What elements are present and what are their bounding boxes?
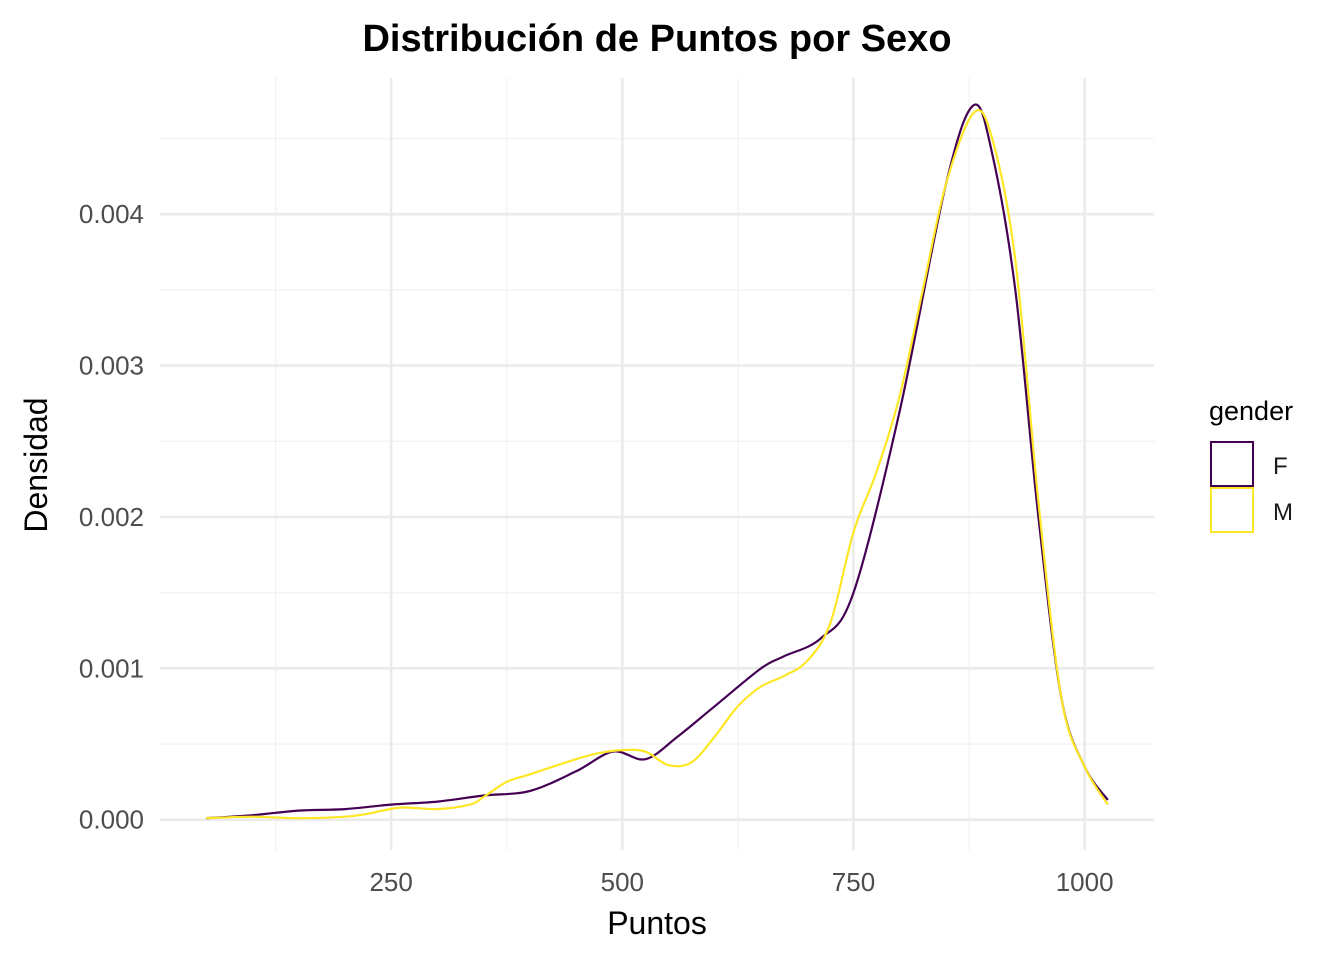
x-tick-label: 250 [369, 867, 412, 897]
y-tick-label: 0.001 [79, 653, 144, 683]
x-tick-label: 1000 [1056, 867, 1114, 897]
legend-key-M [1210, 487, 1254, 533]
series-line-M [206, 109, 1109, 820]
x-tick-label: 750 [832, 867, 875, 897]
series-line-F [206, 103, 1109, 820]
y-axis-title: Densidad [18, 397, 54, 532]
chart-title: Distribución de Puntos por Sexo [362, 18, 951, 60]
x-axis-title: Puntos [607, 905, 707, 941]
legend-label-M: M [1273, 499, 1293, 526]
x-axis-ticks: 250 500 750 1000 [369, 867, 1113, 897]
legend-label-F: F [1273, 453, 1288, 480]
legend-title: gender [1209, 396, 1293, 426]
y-tick-label: 0.002 [79, 502, 144, 532]
legend: gender FM [1209, 396, 1293, 533]
density-lines [206, 103, 1109, 820]
y-tick-label: 0.003 [79, 351, 144, 381]
legend-key-F [1210, 441, 1254, 487]
grid [160, 78, 1154, 850]
y-tick-label: 0.004 [79, 199, 144, 229]
x-tick-label: 500 [601, 867, 644, 897]
y-axis-ticks: 0.000 0.001 0.002 0.003 0.004 [79, 199, 144, 834]
y-tick-label: 0.000 [79, 805, 144, 835]
